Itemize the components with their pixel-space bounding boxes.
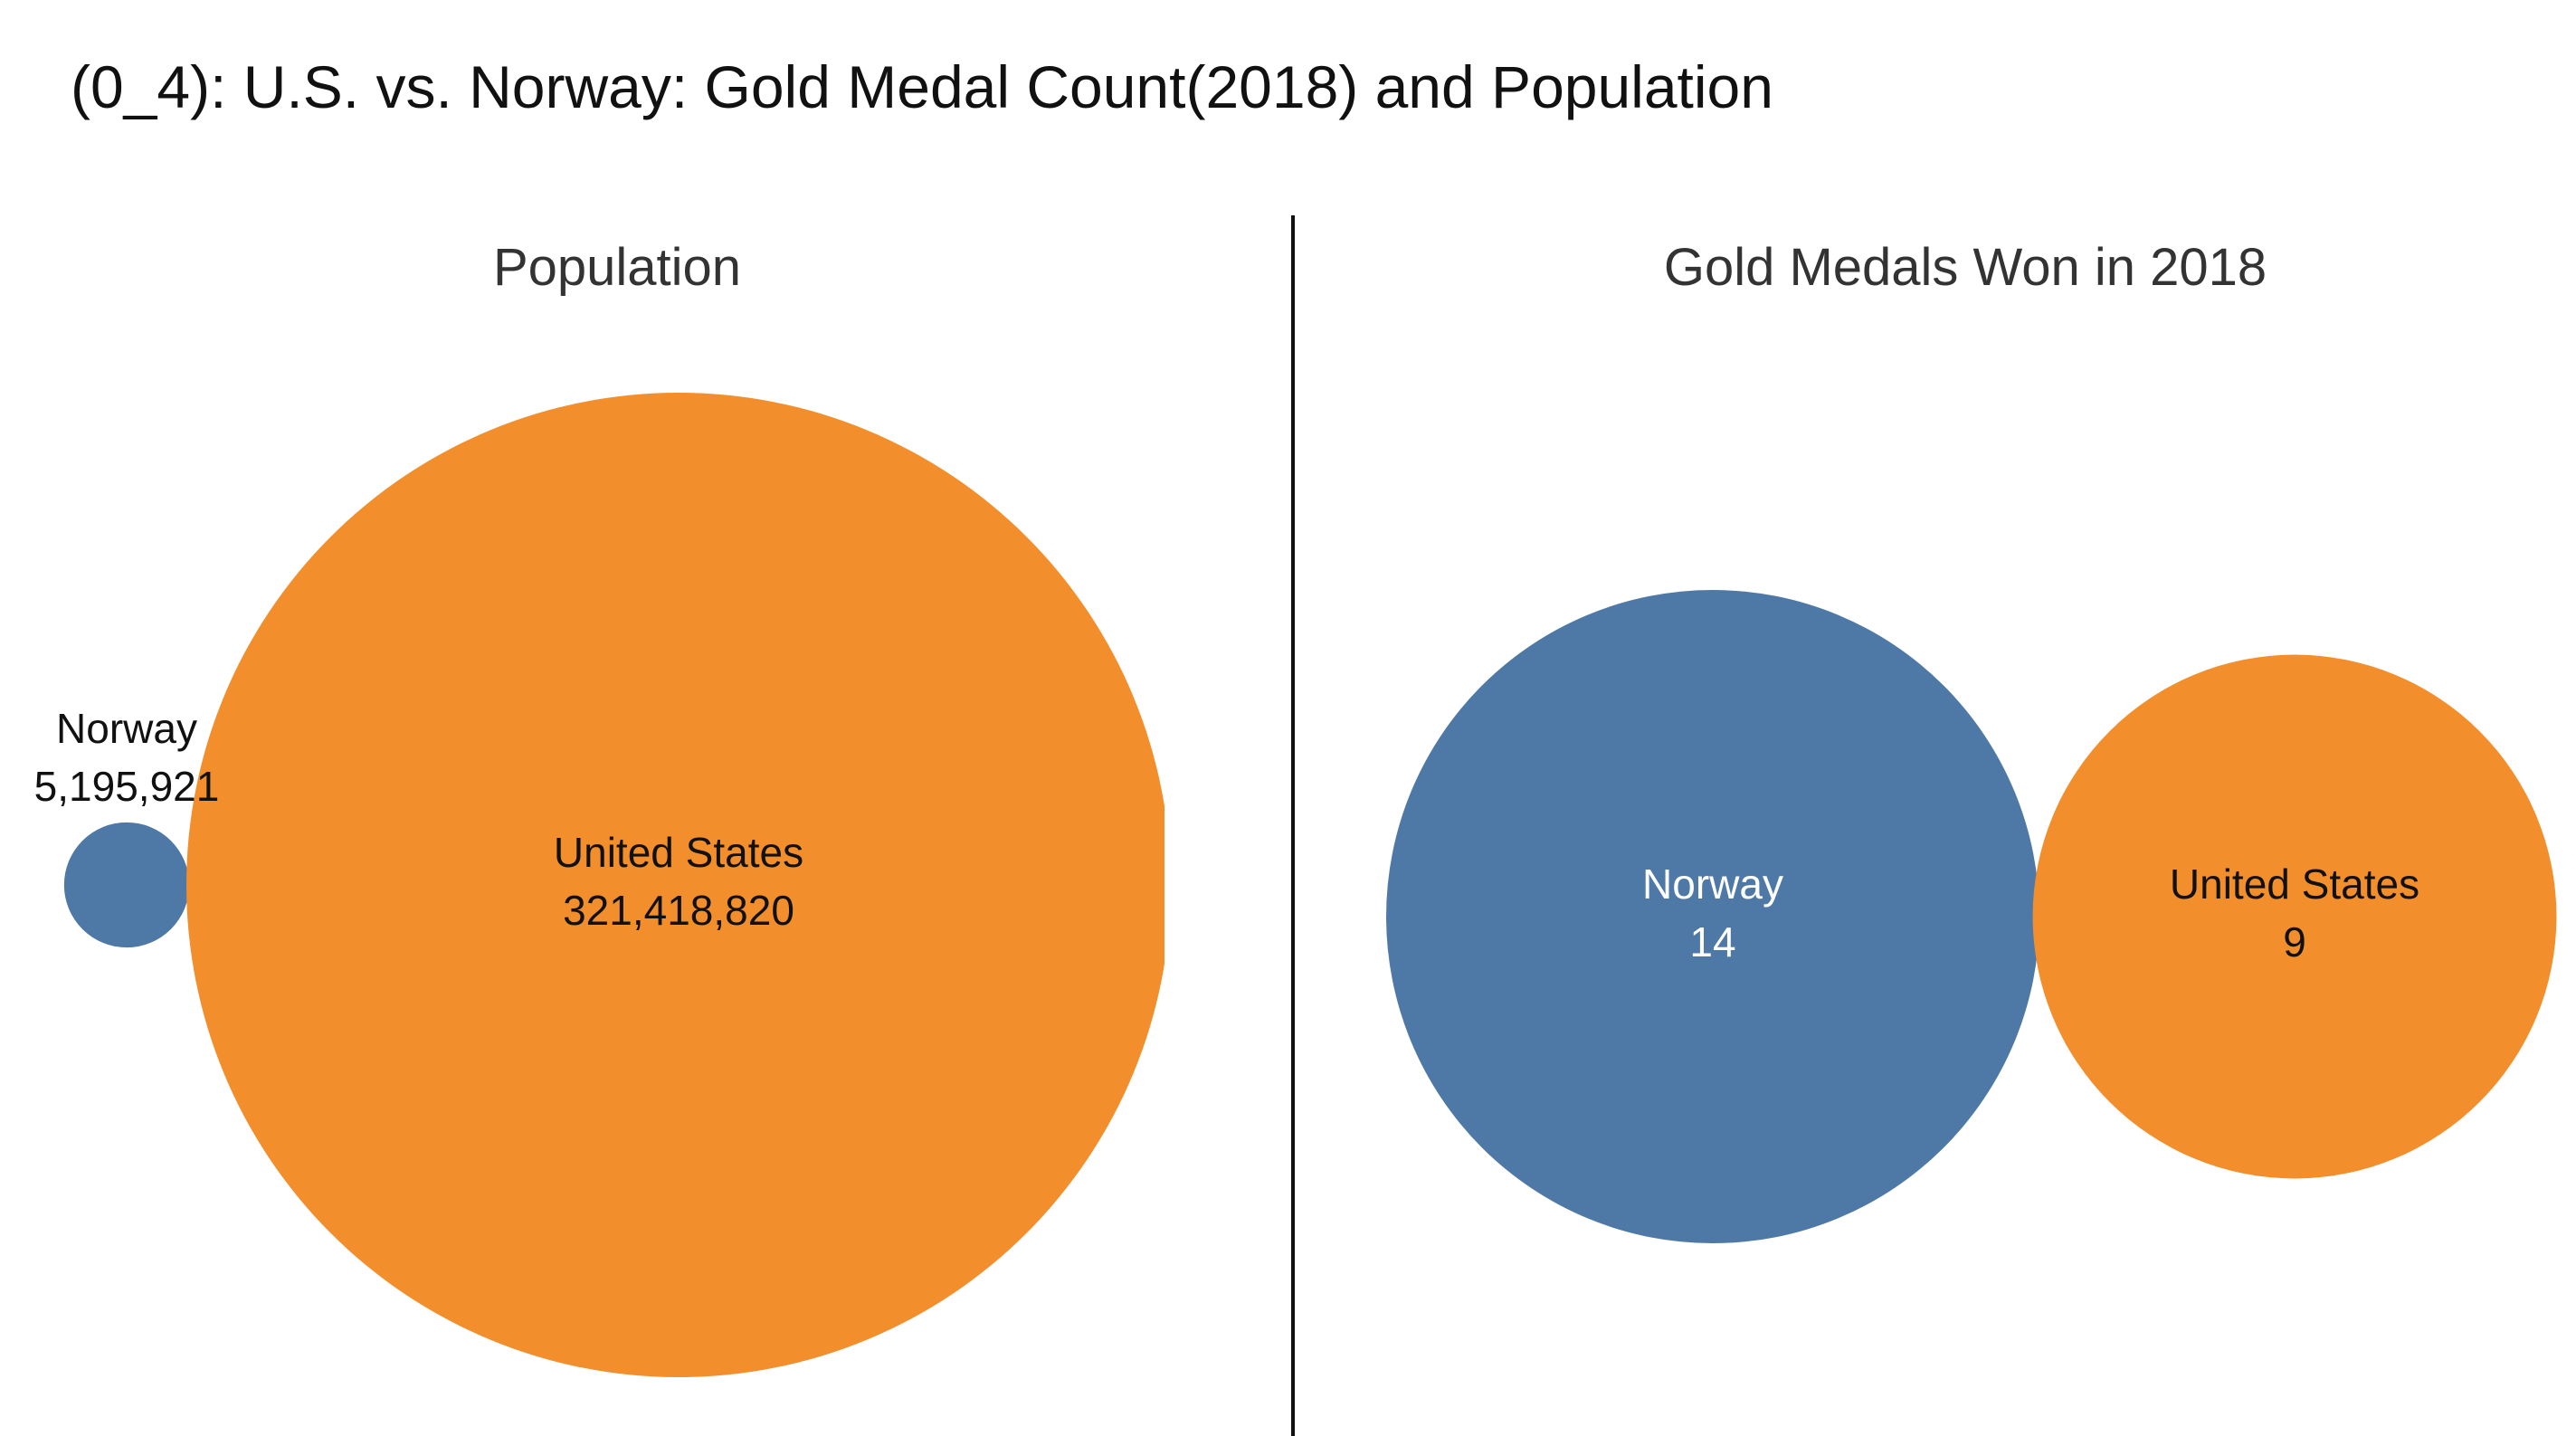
bubble-name-label: United States [554,829,803,876]
bubble-norway [1386,590,2039,1243]
bubble-name-label: United States [2170,861,2419,908]
panel-divider [1291,215,1295,1436]
population-panel-title: Population [492,238,742,297]
bubble-value-label: 5,195,921 [34,763,220,810]
bubble-united-states [2032,654,2557,1179]
bubble-name-label: Norway [56,705,197,752]
panel-1-bubbles [1386,590,2557,1243]
gold-medals-panel-title: Gold Medals Won in 2018 [1663,238,2267,297]
panel-0-labels: Norway 5,195,921 United States 321,418,820 [34,705,803,934]
bubble-value-label: 9 [2283,918,2306,965]
bubble-united-states [186,393,1164,1377]
bubble-value-label: 14 [1689,918,1735,965]
bubble-name-label: Norway [1642,861,1783,908]
chart-title: (0_4): U.S. vs. Norway: Gold Medal Count… [71,53,1773,120]
bubble-norway [63,822,190,948]
bubble-value-label: 321,418,820 [563,887,794,934]
panel-0-bubbles [63,393,1164,1377]
panel-1-labels: Norway 14 United States 9 [1642,861,2419,965]
